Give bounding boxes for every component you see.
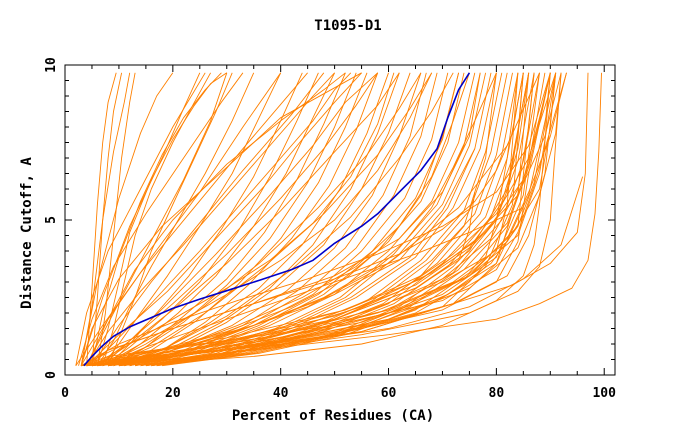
model-curve-97 <box>86 72 497 367</box>
x-tick-label: 20 <box>165 386 181 401</box>
model-curve-99 <box>81 72 589 367</box>
model-curve-49 <box>97 72 551 367</box>
y-tick-label: 5 <box>44 216 59 224</box>
y-tick-label: 10 <box>44 57 59 73</box>
model-curve-89 <box>102 72 433 367</box>
model-curve-14 <box>113 72 368 367</box>
model-curve-58 <box>97 72 400 367</box>
model-curve-77 <box>91 72 352 367</box>
x-tick-label: 100 <box>592 386 616 401</box>
model-curves <box>75 72 602 367</box>
model-curve-92 <box>81 72 524 367</box>
model-curve-80 <box>102 72 422 367</box>
model-curve-32 <box>145 72 513 367</box>
model-curve-72 <box>75 72 308 366</box>
model-curve-81 <box>96 72 228 366</box>
model-curve-86 <box>86 72 535 367</box>
model-curve-69 <box>80 72 174 366</box>
model-curve-13 <box>107 72 357 367</box>
model-curve-41 <box>102 207 524 367</box>
model-curve-94 <box>97 72 551 367</box>
model-curve-11 <box>107 72 336 367</box>
model-curve-67 <box>78 72 244 366</box>
y-tick-label: 0 <box>44 371 59 379</box>
highlight-curve <box>83 72 471 367</box>
model-curve-46 <box>80 72 551 367</box>
x-tick-label: 80 <box>489 386 505 401</box>
model-curve-62 <box>86 72 530 367</box>
model-curve-22 <box>124 72 449 367</box>
model-curve-68 <box>80 72 282 366</box>
model-curve-54 <box>80 72 362 366</box>
model-curve-26 <box>135 72 481 367</box>
model-curve-48 <box>108 72 562 367</box>
model-curve-85 <box>118 72 551 367</box>
model-curve-96 <box>86 72 524 367</box>
model-curve-56 <box>91 72 325 366</box>
y-axis-label: Distance Cutoff, A <box>19 157 35 309</box>
model-curve-66 <box>75 72 206 366</box>
x-tick-label: 60 <box>381 386 397 401</box>
chart-title: T1095-D1 <box>314 18 381 34</box>
model-curve-9 <box>107 72 303 367</box>
model-curve-4 <box>80 72 131 366</box>
model-curve-90 <box>97 72 460 367</box>
model-curve-10 <box>102 72 319 367</box>
model-curve-70 <box>86 72 228 366</box>
x-tick-label: 40 <box>273 386 289 401</box>
model-curve-95 <box>86 72 535 367</box>
highlighted-model-curve <box>83 72 471 367</box>
axis-ticks: 0 20 40 60 80 100 0 5 10 <box>44 57 616 401</box>
model-curve-35 <box>151 72 530 367</box>
model-curve-82 <box>91 72 222 366</box>
model-curve-78 <box>86 72 362 367</box>
model-curve-100 <box>86 72 602 367</box>
model-curve-79 <box>97 72 379 367</box>
model-curve-91 <box>113 72 470 367</box>
model-curve-8 <box>102 72 282 366</box>
model-curve-59 <box>107 72 433 367</box>
model-curve-39 <box>162 72 551 367</box>
model-curve-3 <box>96 72 136 366</box>
model-curve-87 <box>91 72 395 367</box>
model-curve-60 <box>113 72 454 367</box>
model-curve-64 <box>102 72 497 367</box>
model-curve-76 <box>86 72 335 366</box>
x-axis-label: Percent of Residues (CA) <box>232 408 434 424</box>
model-curve-12 <box>113 72 346 367</box>
model-curve-57 <box>102 72 379 367</box>
x-tick-label: 0 <box>61 386 69 401</box>
